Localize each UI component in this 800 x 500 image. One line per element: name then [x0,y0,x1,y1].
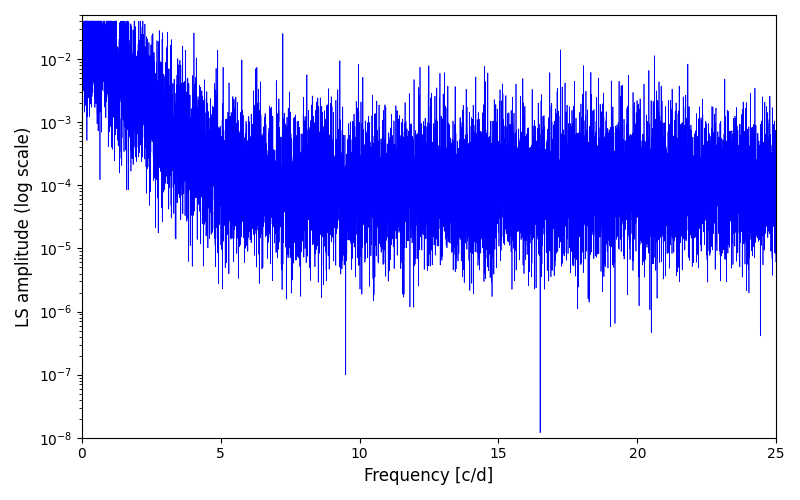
X-axis label: Frequency [c/d]: Frequency [c/d] [364,467,494,485]
Y-axis label: LS amplitude (log scale): LS amplitude (log scale) [15,126,33,326]
